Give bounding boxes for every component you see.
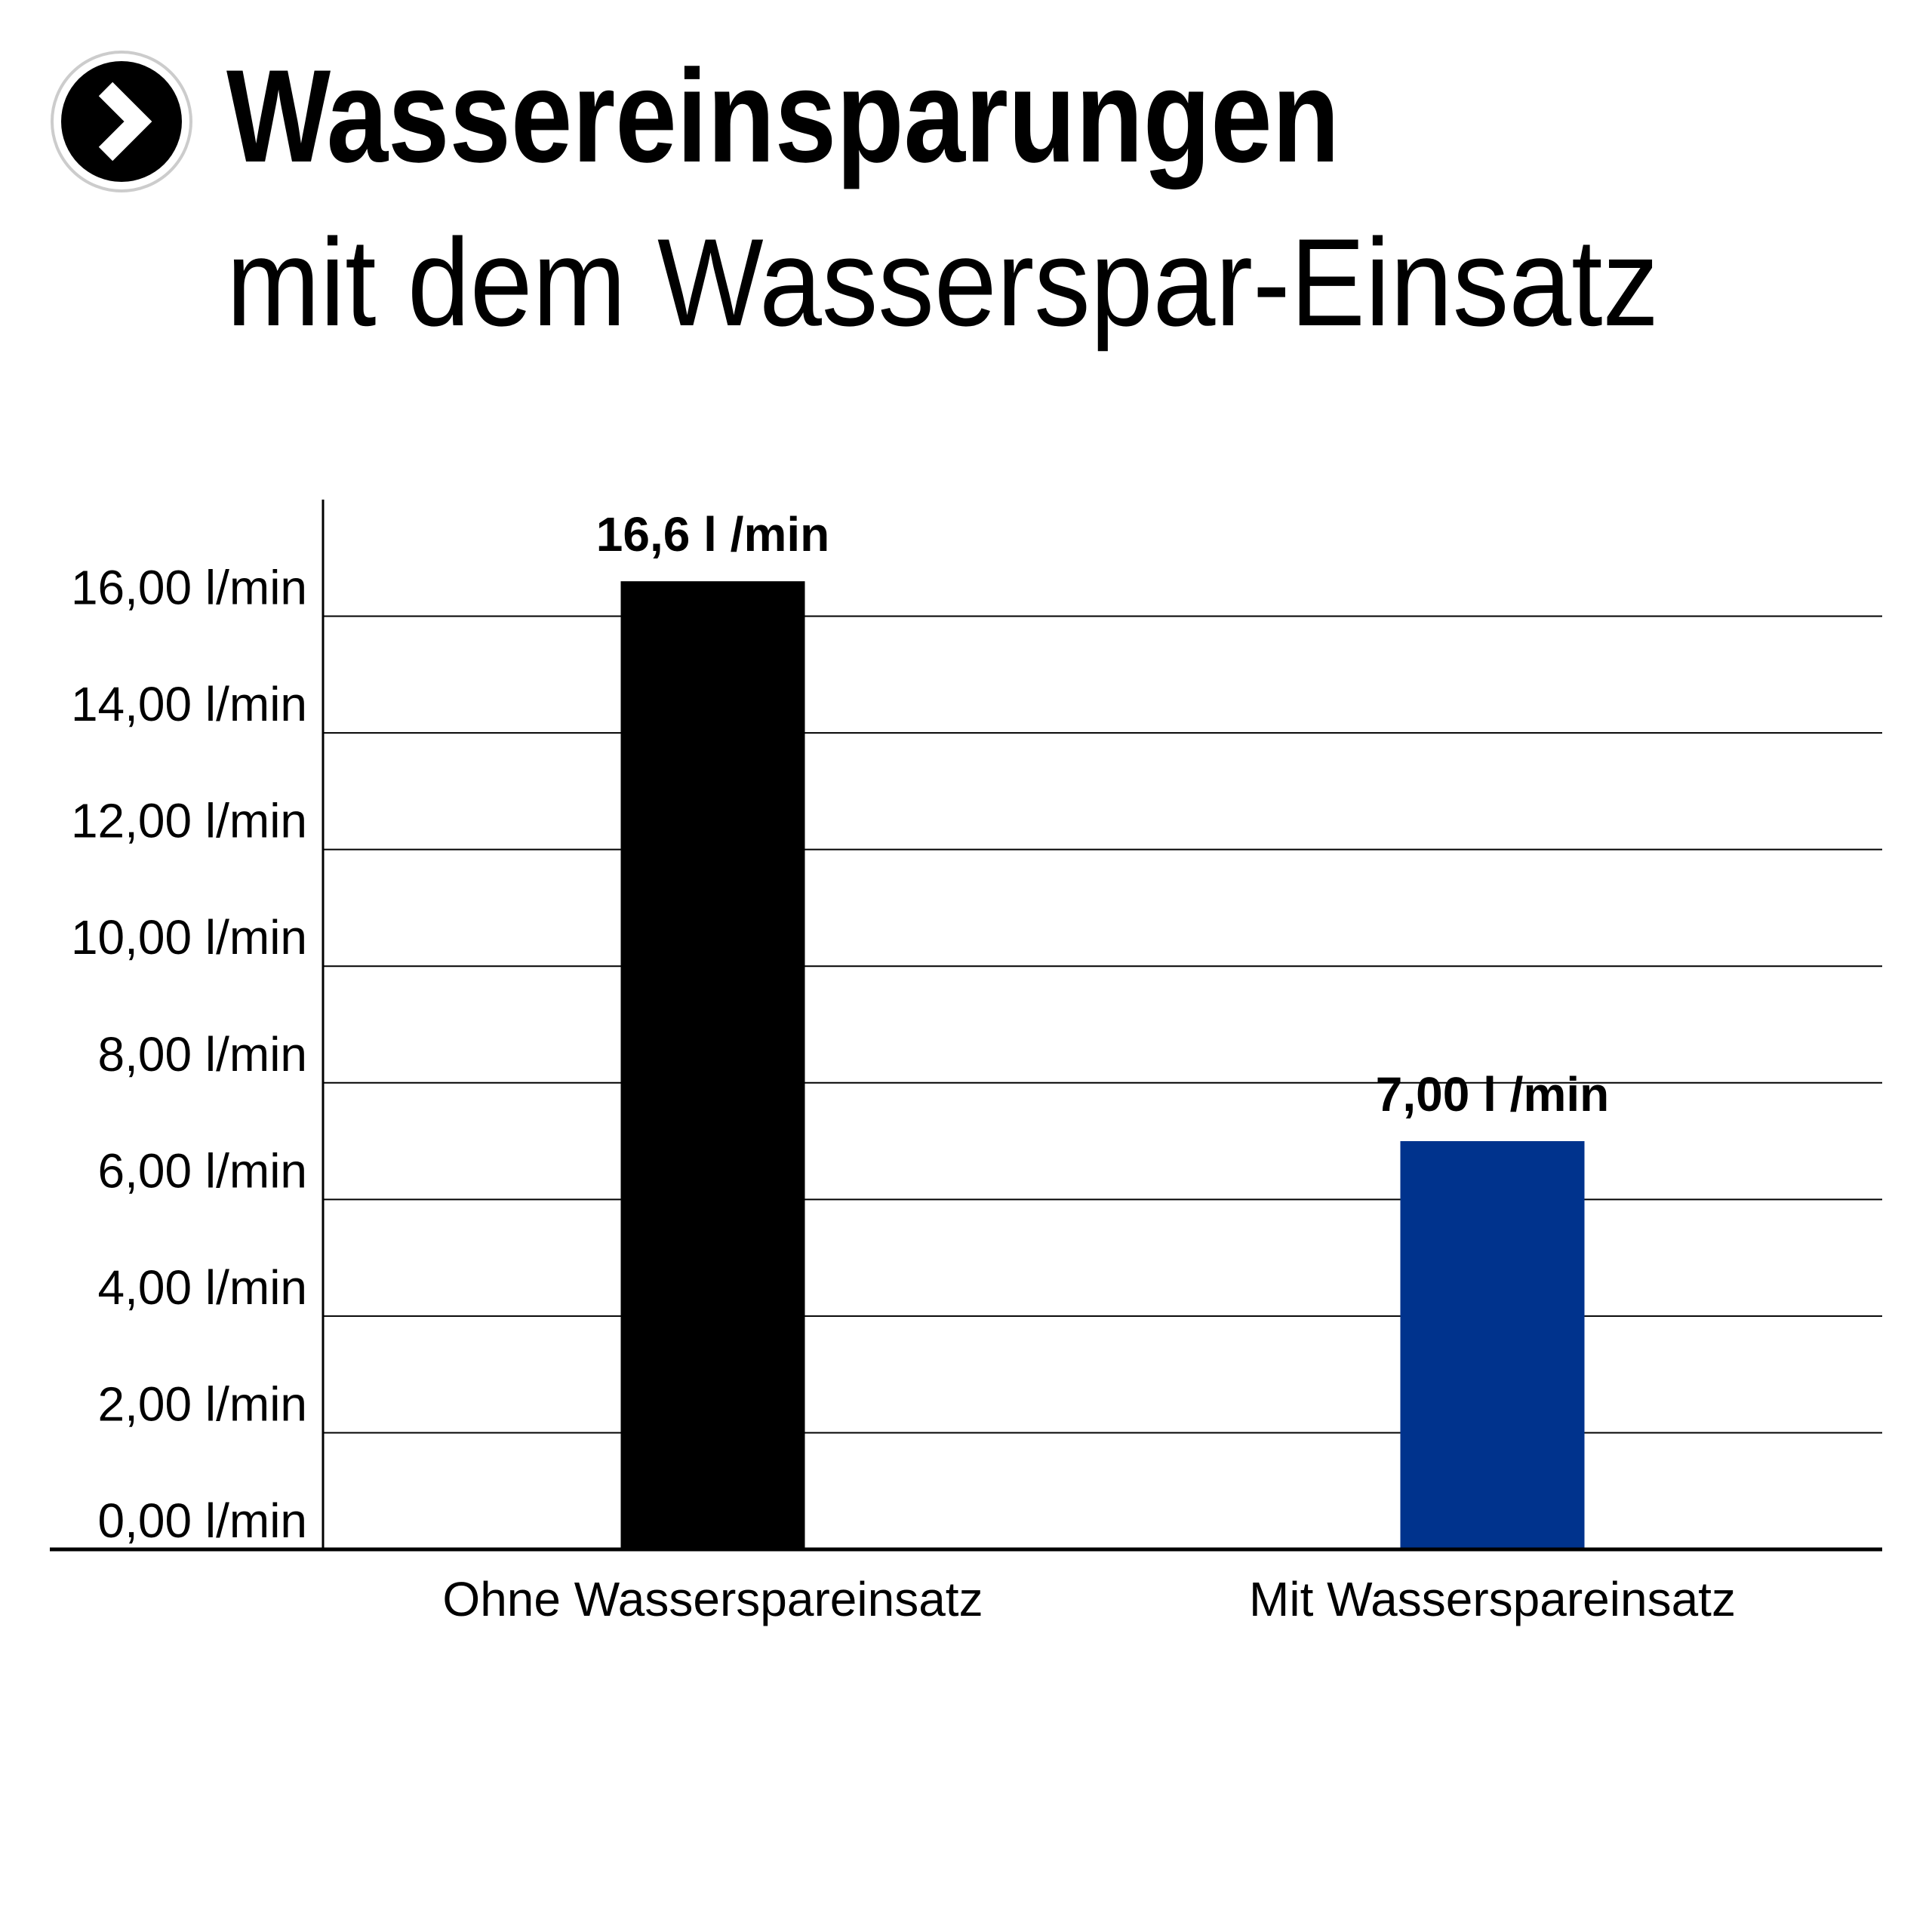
y-tick-label: 12,00 l/min [71, 794, 307, 848]
value-label: 16,6 l /min [596, 507, 829, 561]
y-tick-label: 2,00 l/min [98, 1377, 307, 1431]
title-icon [51, 51, 192, 192]
y-tick-label: 4,00 l/min [98, 1260, 307, 1315]
bar [620, 581, 805, 1549]
y-tick-label: 14,00 l/min [71, 677, 307, 731]
y-tick-label: 6,00 l/min [98, 1143, 307, 1198]
chart-title: Wassereinsparungen [226, 43, 1340, 190]
x-tick-label: Mit Wasserspareinsatz [1249, 1572, 1736, 1626]
y-tick-label: 8,00 l/min [98, 1027, 307, 1081]
chart-subtitle: mit dem Wasserspar-Einsatz [226, 213, 1659, 352]
bar [1400, 1141, 1585, 1549]
x-tick-label: Ohne Wasserspareinsatz [442, 1572, 983, 1626]
y-tick-label: 0,00 l/min [98, 1494, 307, 1548]
y-tick-label: 10,00 l/min [71, 910, 307, 964]
value-label: 7,00 l /min [1376, 1067, 1609, 1121]
y-tick-label: 16,00 l/min [71, 561, 307, 615]
